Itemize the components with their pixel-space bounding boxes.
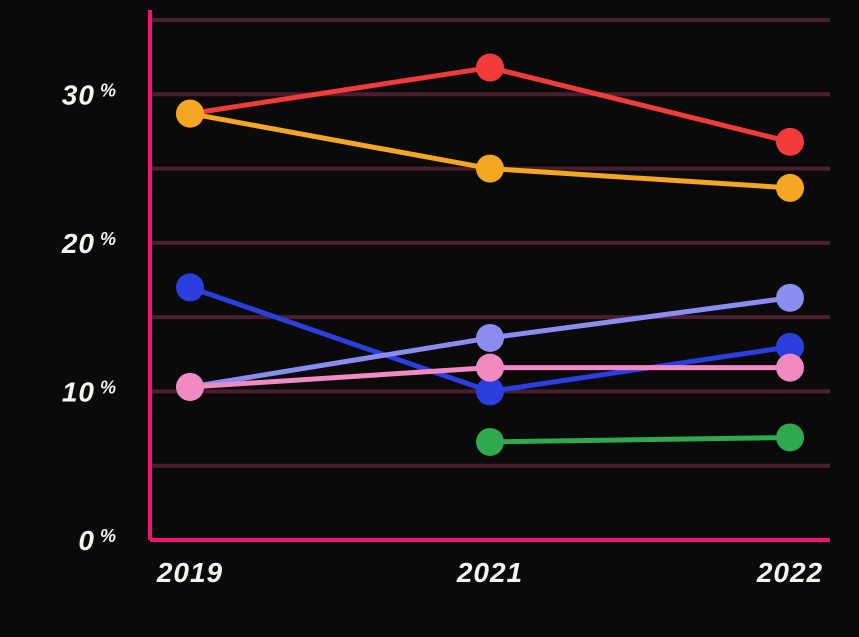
svg-text:30: 30 [62, 79, 95, 110]
series-marker-pink [176, 373, 204, 401]
series-marker-pink [476, 354, 504, 382]
series-marker-red [476, 54, 504, 82]
svg-text:%: % [100, 526, 116, 546]
x-tick-label: 2021 [456, 557, 523, 588]
series-marker-light-blue [776, 284, 804, 312]
series-marker-green [776, 423, 804, 451]
series-marker-green [476, 428, 504, 456]
line-chart: 0%10%20%30%201920212022 [0, 0, 859, 637]
x-tick-label: 2019 [156, 557, 223, 588]
series-marker-yellow [176, 100, 204, 128]
series-marker-light-blue [476, 324, 504, 352]
svg-text:%: % [100, 80, 116, 100]
series-marker-pink [776, 354, 804, 382]
x-tick-label: 2022 [756, 557, 823, 588]
svg-text:20: 20 [61, 228, 95, 259]
svg-text:0: 0 [78, 525, 95, 556]
series-marker-red [776, 128, 804, 156]
series-marker-blue [176, 273, 204, 301]
svg-text:%: % [100, 229, 116, 249]
svg-text:%: % [100, 377, 116, 397]
series-marker-yellow [476, 155, 504, 183]
svg-text:10: 10 [62, 376, 95, 407]
series-marker-yellow [776, 174, 804, 202]
